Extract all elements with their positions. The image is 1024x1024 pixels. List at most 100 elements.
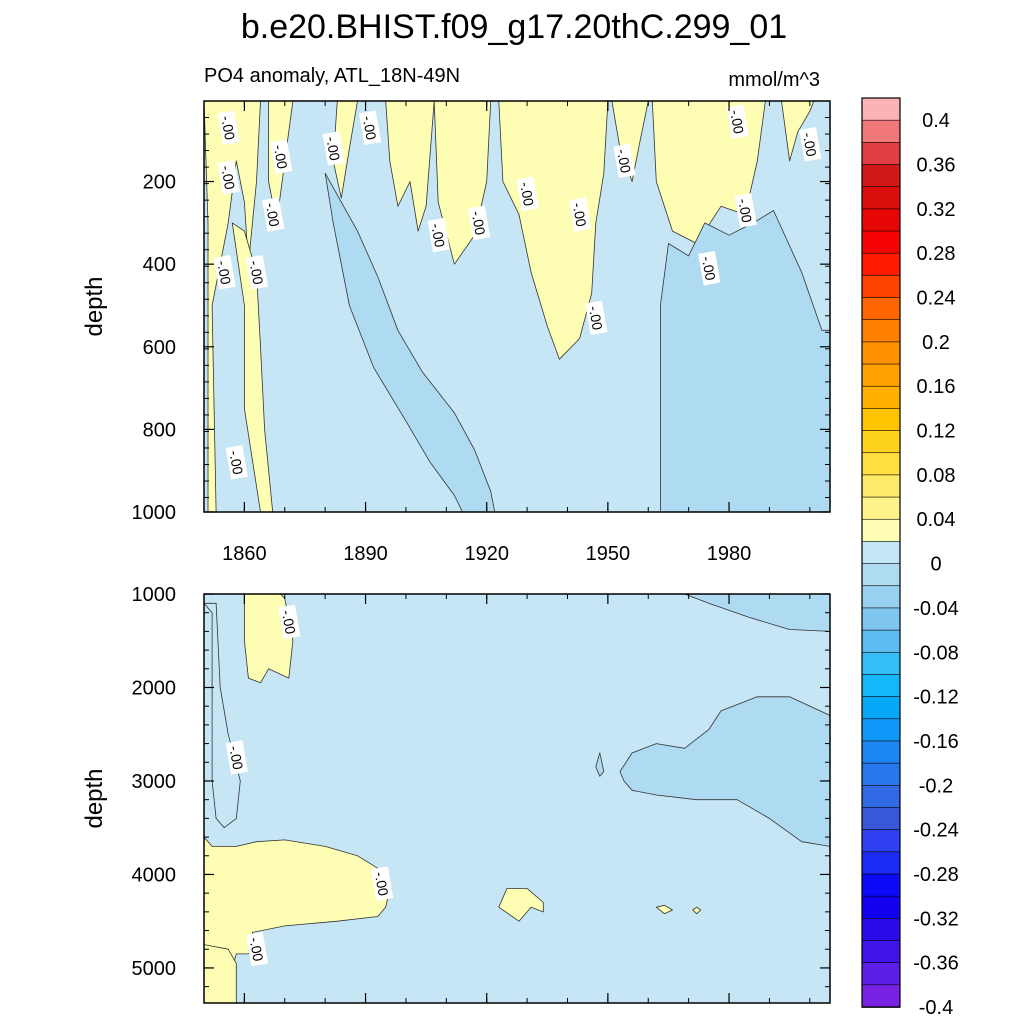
x-tick-label-1: 1890 [343, 543, 388, 565]
colorbar-box-24 [861, 629, 901, 654]
contour-region-9 [781, 101, 815, 162]
contour-label-text: -.00 [247, 936, 267, 963]
contour-label-text: -.00 [214, 259, 234, 286]
y-tick-label-0: 1000 [132, 584, 177, 606]
colorbar-label-16: -0.24 [913, 820, 959, 842]
colorbar-box-29 [861, 740, 901, 764]
contour-label-text: -.00 [570, 201, 590, 228]
colorbar-label-17: -0.28 [913, 864, 959, 886]
y-tick-label-3: 800 [143, 419, 176, 441]
contour-label-text: -.00 [279, 609, 299, 636]
contour-label-4: -.00 [262, 197, 285, 232]
contour-label-17: -.00 [734, 193, 757, 228]
contour-region-5 [655, 904, 673, 915]
y-axis-label: depth [81, 276, 108, 336]
contour-label-13: -.00 [585, 300, 608, 336]
contour-label-0: -.00 [217, 110, 240, 145]
x-tick-label-4: 1980 [707, 543, 752, 565]
contour-label-text: -.00 [735, 197, 755, 224]
contour-label-text: -.00 [469, 210, 489, 237]
colorbar-label-5: 0.2 [922, 332, 950, 354]
colorbar-label-4: 0.24 [917, 288, 956, 310]
colorbar-label-13: -0.12 [913, 687, 959, 709]
colorbar-box-15 [861, 430, 901, 454]
colorbar-box-8 [861, 275, 901, 299]
y-tick-label-1: 400 [143, 254, 176, 276]
contour-region-7 [611, 101, 649, 182]
colorbar-box-18 [861, 496, 901, 521]
contour-label-text: -.00 [428, 222, 448, 249]
contour-label-15: -.00 [698, 250, 721, 286]
contour-region-1 [231, 222, 274, 512]
colorbar-frame [861, 97, 901, 1008]
contour-region-6 [498, 101, 609, 360]
chart-subtitle: PO4 anomaly, ATL_18N-49N [204, 65, 460, 87]
colorbar-box-26 [861, 674, 901, 698]
contour-label-14: -.00 [613, 143, 636, 179]
colorbar-box-13 [861, 385, 901, 410]
chart-units: mmol/m^3 [728, 69, 820, 91]
contour-label-9: -.00 [427, 217, 450, 253]
colorbar-box-39 [861, 962, 901, 986]
y-axis-label: depth [81, 768, 108, 828]
colorbar-box-25 [861, 651, 901, 676]
contour-label-2: -.00 [371, 866, 394, 901]
colorbar-label-19: -0.36 [913, 953, 959, 975]
contour-region-4 [385, 101, 435, 232]
colorbar-box-3 [861, 164, 901, 188]
colorbar-label-20: -0.4 [919, 997, 953, 1019]
contour-label-1: -.00 [217, 160, 240, 195]
contour-region-3 [204, 944, 237, 1003]
contour-label-16: -.00 [726, 104, 749, 139]
contour-label-text: -.00 [263, 201, 283, 228]
contour-label-3: -.00 [245, 255, 269, 290]
contour-label-text: -.00 [218, 115, 238, 142]
colorbar-box-23 [861, 607, 901, 631]
colorbar-box-2 [861, 142, 901, 166]
contour-label-text: -.00 [226, 449, 246, 476]
plot-frame [203, 100, 831, 513]
y-tick-label-1: 2000 [132, 677, 177, 699]
contour-label-1: -.00 [225, 740, 248, 775]
contour-label-12: -.00 [568, 197, 592, 232]
contour-region-8 [619, 696, 830, 847]
colorbar-label-1: 0.36 [917, 155, 956, 177]
y-tick-label-4: 5000 [132, 958, 177, 980]
colorbar-label-3: 0.28 [917, 243, 956, 265]
contour-label-6: -.00 [225, 445, 248, 480]
colorbar-box-11 [861, 341, 901, 365]
contour-label-text: -.00 [323, 135, 343, 162]
chart-title: b.e20.BHIST.f09_g17.20thC.299_01 [241, 8, 787, 46]
contour-label-2: -.00 [213, 255, 236, 290]
colorbar-box-30 [861, 762, 901, 787]
contour-label-18: -.00 [799, 127, 822, 162]
y-tick-label-2: 3000 [132, 771, 177, 793]
contour-label-text: -.00 [218, 164, 238, 191]
contour-region-11 [660, 210, 830, 512]
chart-panels: -.00 -.00 -.00 -.00 -.00 -.00 -.00 -.00 -.00 -.00… [81, 100, 831, 1004]
contour-label-text: -.00 [517, 181, 537, 208]
contour-label-8: -.00 [358, 110, 382, 145]
x-tick-label-0: 1860 [222, 543, 267, 565]
y-tick-label-0: 200 [143, 172, 176, 194]
contour-fills [204, 594, 830, 1003]
colorbar-box-31 [861, 784, 901, 809]
colorbar-label-6: 0.16 [917, 376, 956, 398]
colorbar-box-5 [861, 208, 901, 232]
colorbar-box-19 [861, 518, 901, 543]
colorbar-box-16 [861, 452, 901, 476]
colorbar-box-27 [861, 696, 901, 720]
colorbar-box-32 [861, 807, 901, 831]
contour-label-text: -.00 [614, 148, 634, 175]
contour-label-text: -.00 [271, 144, 291, 171]
colorbar-box-33 [861, 829, 901, 853]
contour-label-11: -.00 [516, 176, 539, 212]
contour-label-5: -.00 [270, 139, 293, 174]
contour-label-text: -.00 [586, 305, 606, 332]
contour-label-text: -.00 [247, 259, 267, 286]
colorbar-box-1 [861, 119, 901, 144]
colorbar-box-22 [861, 585, 901, 609]
colorbar-label-8: 0.08 [917, 465, 956, 487]
contour-region-9 [595, 752, 605, 777]
